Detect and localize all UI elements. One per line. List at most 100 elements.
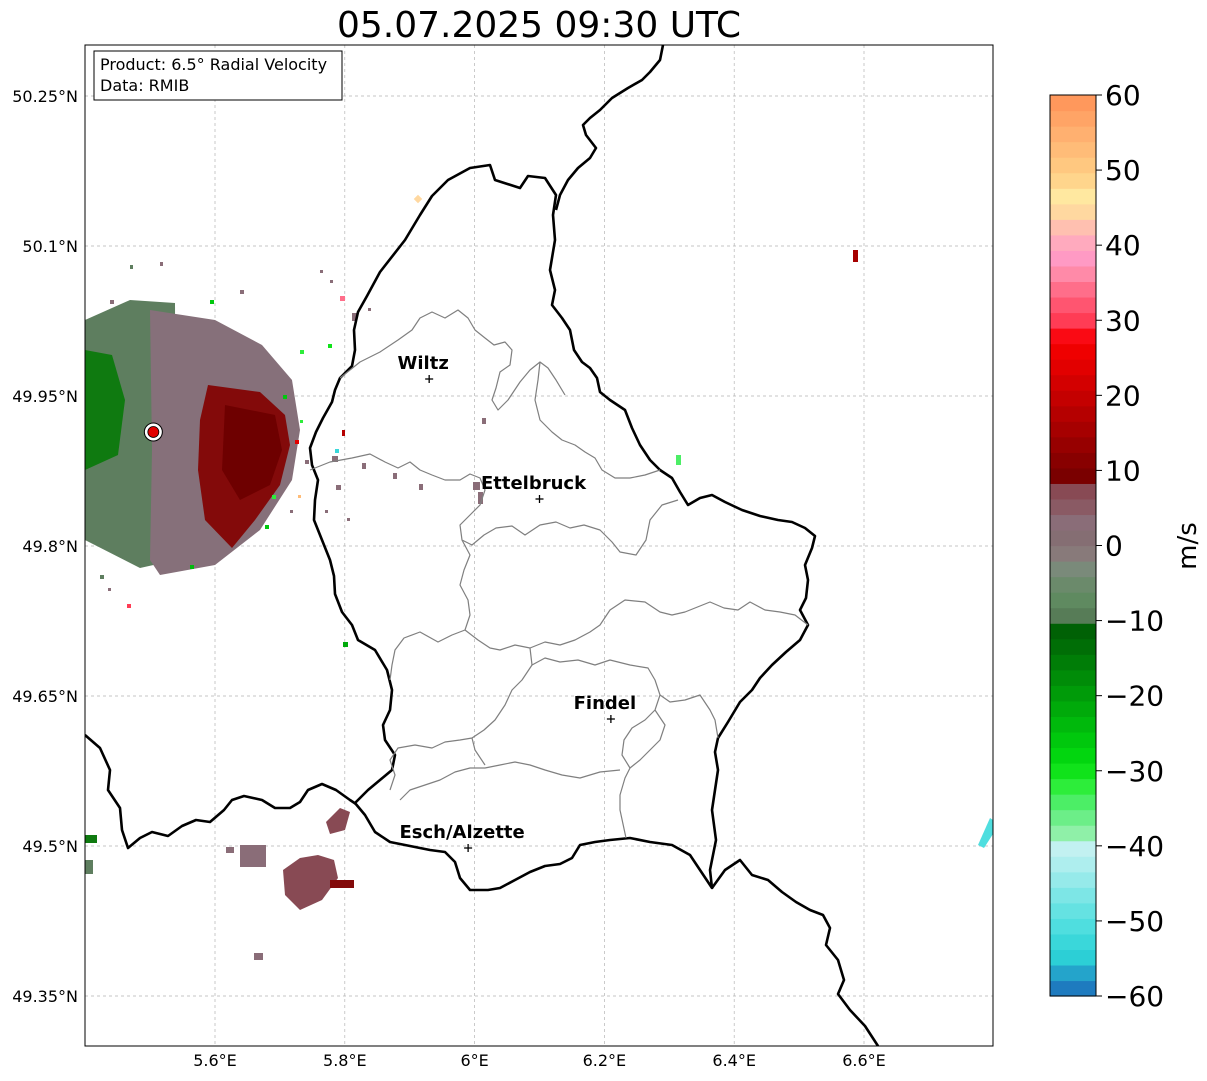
colorbar-swatch (1050, 374, 1096, 391)
colorbar-swatch (1050, 902, 1096, 919)
colorbar-swatch (1050, 296, 1096, 314)
colorbar-swatch (1050, 918, 1096, 935)
echo-dark-green-core (85, 350, 125, 470)
colorbar-tick-label: 40 (1105, 229, 1141, 262)
colorbar-tick-label: 0 (1105, 530, 1123, 563)
colorbar-swatch (1050, 654, 1096, 671)
radar-echo (85, 194, 993, 960)
lat-tick-label: 50.1°N (22, 237, 78, 256)
colorbar-swatch (1050, 250, 1096, 267)
colorbar-swatch (1050, 498, 1096, 516)
echo-isolated (419, 484, 423, 490)
colorbar-tick-label: −30 (1105, 755, 1164, 788)
colorbar-swatch (1050, 809, 1096, 826)
colorbar-swatch (1050, 203, 1096, 220)
echo-isolated (478, 492, 483, 504)
colorbar-swatch (1050, 592, 1096, 609)
colorbar-swatch (1050, 312, 1096, 329)
colorbar-swatch (1050, 95, 1096, 112)
radar-site-marker (143, 422, 163, 442)
colorbar-swatch (1050, 980, 1096, 997)
lon-tick-label: 5.8°E (323, 1051, 367, 1070)
colorbar-tick-label: 20 (1105, 379, 1141, 412)
echo-isolated (853, 250, 858, 262)
colorbar-swatch (1050, 607, 1096, 624)
colorbar-swatch (1050, 343, 1096, 360)
colorbar-tick-label: 60 (1105, 79, 1141, 112)
colorbar-swatch (1050, 265, 1096, 283)
echo-isolated (254, 953, 263, 960)
germany-border-north (554, 45, 665, 211)
colorbar-swatch (1050, 467, 1096, 484)
colorbar-swatch (1050, 933, 1096, 950)
lat-tick-label: 50.25°N (12, 87, 78, 106)
colorbar-tick-label: −50 (1105, 905, 1164, 938)
colorbar-swatch (1050, 856, 1096, 873)
velocity-colorbar: 60 50 40 30 20 10 0 −10 −20 −30 −40 −50 −60 m/s (1049, 79, 1203, 1013)
colorbar-swatch (1050, 141, 1096, 158)
echo-isolated (240, 845, 266, 867)
city-ettelbruck: Ettelbruck (481, 473, 587, 503)
colorbar-swatch (1050, 359, 1096, 376)
colorbar-tick-label: 10 (1105, 454, 1141, 487)
lat-tick-label: 49.65°N (12, 687, 78, 706)
colorbar-swatch (1050, 405, 1096, 422)
lat-tick-label: 49.35°N (12, 987, 78, 1006)
colorbar-tick-label: 30 (1105, 304, 1141, 337)
colorbar-swatch (1050, 328, 1096, 345)
colorbar-swatch (1050, 949, 1096, 966)
echo-isolated (676, 455, 681, 465)
colorbar-unit-label: m/s (1173, 522, 1203, 570)
colorbar-swatch (1050, 964, 1096, 982)
colorbar-swatch (1050, 281, 1096, 298)
lon-tick-label: 5.6°E (193, 1051, 237, 1070)
colorbar-swatch (1050, 126, 1096, 143)
colorbar-tick-label: −10 (1105, 605, 1164, 638)
colorbar-swatch (1050, 623, 1096, 640)
colorbar-swatch (1050, 794, 1096, 811)
echo-dark-red-inner (222, 405, 282, 500)
colorbar-swatch (1050, 747, 1096, 764)
map-plot: Wiltz Ettelbruck Findel Esch/Alzette Produc… (84, 44, 994, 1047)
lon-tick-label: 6.2°E (583, 1051, 627, 1070)
colorbar-swatch (1050, 483, 1096, 500)
colorbar-swatch (1050, 778, 1096, 795)
echo-southwest-cluster (326, 808, 350, 834)
colorbar-swatch (1050, 700, 1096, 717)
city-wiltz: Wiltz (398, 353, 449, 383)
france-belgium-border (85, 734, 357, 850)
info-product: Product: 6.5° Radial Velocity (100, 55, 327, 74)
country-borders (85, 45, 880, 1046)
colorbar-swatch (1050, 840, 1096, 857)
echo-isolated (473, 482, 480, 490)
lon-tick-label: 6°E (460, 1051, 488, 1070)
echo-southwest-cluster (283, 855, 338, 910)
echo-isolated (330, 880, 354, 888)
colorbar-swatch (1050, 529, 1096, 547)
colorbar-swatch (1050, 762, 1096, 780)
colorbar-swatch (1050, 561, 1096, 578)
colorbar-swatch (1050, 219, 1096, 236)
canton-borders (309, 309, 809, 839)
colorbar-swatch (1050, 452, 1096, 469)
colorbar-swatch (1050, 188, 1096, 205)
axis-tick-labels: 5.6°E 5.8°E 6°E 6.2°E 6.4°E 6.6°E 50.25°N 50.1°… (12, 87, 886, 1070)
luxembourg-border (308, 163, 817, 892)
echo-isolated (85, 835, 97, 843)
colorbar-swatch (1050, 685, 1096, 702)
city-label: Ettelbruck (481, 473, 587, 494)
lat-tick-label: 49.8°N (22, 537, 78, 556)
germany-border-south (710, 858, 880, 1046)
colorbar-tick-label: −20 (1105, 680, 1164, 713)
lon-tick-label: 6.4°E (712, 1051, 756, 1070)
echo-east-edge (978, 818, 993, 848)
map-title: 05.07.2025 09:30 UTC (336, 5, 742, 46)
colorbar-swatch (1050, 157, 1096, 174)
echo-speckle (100, 262, 371, 647)
info-box: Product: 6.5° Radial Velocity Data: RMIB (93, 50, 343, 101)
colorbar-swatch (1050, 514, 1096, 531)
city-label: Esch/Alzette (399, 822, 524, 843)
city-markers: Wiltz Ettelbruck Findel Esch/Alzette (398, 353, 636, 852)
colorbar-tick-label: 50 (1105, 154, 1141, 187)
